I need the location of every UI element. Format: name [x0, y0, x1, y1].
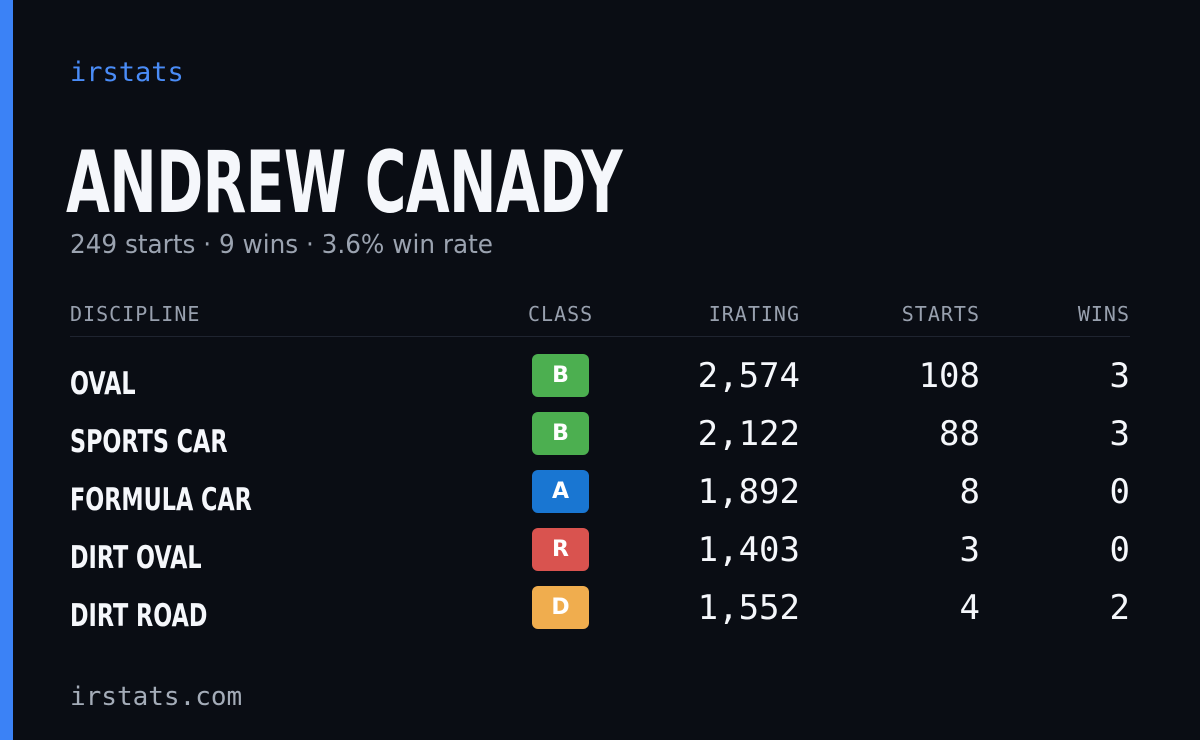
header-wins: WINS	[1077, 302, 1130, 326]
discipline-name: FORMULA CAR	[70, 482, 252, 518]
discipline-name: DIRT OVAL	[70, 540, 202, 576]
starts-value: 8	[959, 472, 980, 512]
irating-value: 1,552	[697, 588, 800, 628]
wins-value: 2	[1109, 588, 1130, 628]
wins-value: 3	[1109, 414, 1130, 454]
starts-value: 4	[959, 588, 980, 628]
starts-value: 108	[918, 356, 980, 396]
wins-value: 3	[1109, 356, 1130, 396]
brand-logo: irstats	[70, 57, 184, 88]
table-row: DIRT ROAD D 1,552 4 2	[70, 586, 1130, 644]
wins-value: 0	[1109, 530, 1130, 570]
stats-table: DISCIPLINE CLASS IRATING STARTS WINS OVA…	[70, 298, 1130, 634]
class-badge: D	[532, 586, 589, 629]
irating-value: 2,122	[697, 414, 800, 454]
irating-value: 2,574	[697, 356, 800, 396]
footer-url: irstats.com	[70, 682, 243, 712]
table-row: DIRT OVAL R 1,403 3 0	[70, 528, 1130, 586]
player-name: ANDREW CANADY	[66, 133, 623, 233]
starts-value: 3	[959, 530, 980, 570]
accent-bar	[0, 0, 13, 740]
header-class: CLASS	[528, 302, 594, 326]
table-body: OVAL B 2,574 108 3 SPORTS CAR B 2,122 88 3 FORMULA…	[70, 354, 1130, 644]
class-badge: R	[532, 528, 589, 571]
player-summary: 249 starts · 9 wins · 3.6% win rate	[70, 230, 494, 260]
class-badge: B	[532, 412, 589, 455]
table-row: OVAL B 2,574 108 3	[70, 354, 1130, 412]
table-row: FORMULA CAR A 1,892 8 0	[70, 470, 1130, 528]
discipline-name: DIRT ROAD	[70, 598, 208, 634]
starts-value: 88	[939, 414, 980, 454]
header-starts: STARTS	[901, 302, 980, 326]
discipline-name: SPORTS CAR	[70, 424, 228, 460]
class-badge: A	[532, 470, 589, 513]
class-badge: B	[532, 354, 589, 397]
header-discipline: DISCIPLINE	[70, 302, 201, 326]
table-row: SPORTS CAR B 2,122 88 3	[70, 412, 1130, 470]
irating-value: 1,892	[697, 472, 800, 512]
wins-value: 0	[1109, 472, 1130, 512]
header-irating: IRATING	[708, 302, 800, 326]
irating-value: 1,403	[697, 530, 800, 570]
discipline-name: OVAL	[70, 366, 136, 402]
table-header: DISCIPLINE CLASS IRATING STARTS WINS	[70, 298, 1130, 337]
